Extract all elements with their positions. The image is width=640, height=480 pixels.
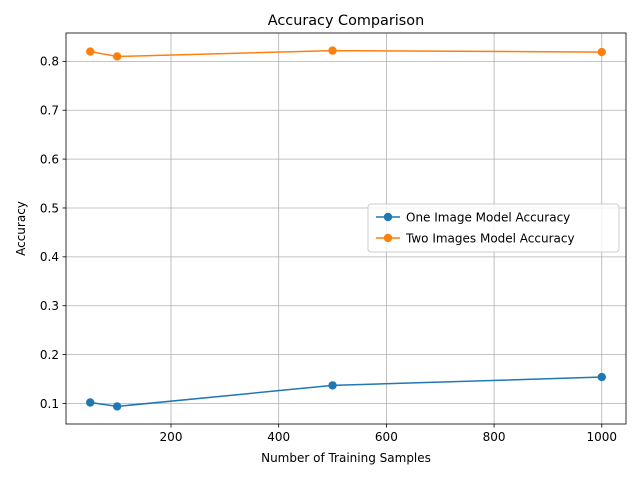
x-tick-label: 200 — [160, 430, 183, 444]
x-axis-label: Number of Training Samples — [261, 451, 431, 465]
ticks: 200 400 600 800 1000 0.1 0.2 0.3 0.4 0.5 0.6 0.7 0.8 — [40, 55, 617, 444]
plot-frame — [65, 32, 627, 425]
legend-swatch-marker — [383, 212, 393, 222]
series-line-1 — [89, 376, 603, 408]
y-tick-label: 0.2 — [40, 348, 59, 362]
y-axis-label: Accuracy — [14, 201, 28, 256]
y-tick-label: 0.8 — [40, 55, 59, 69]
legend-entry-label: Two Images Model Accuracy — [405, 231, 575, 245]
legend-box — [367, 203, 620, 253]
x-tick-label: 800 — [483, 430, 506, 444]
legend: One Image Model Accuracy Two Images Model… — [367, 203, 620, 253]
data-point — [112, 52, 122, 61]
x-tick-label: 600 — [375, 430, 398, 444]
data-point — [86, 398, 95, 407]
y-tick-label: 0.3 — [40, 299, 59, 313]
chart-title: Accuracy Comparison — [268, 13, 424, 29]
data-point — [597, 47, 606, 57]
y-tick-label: 0.6 — [40, 152, 59, 166]
legend-entry-label: One Image Model Accuracy — [406, 210, 570, 224]
data-point — [597, 372, 606, 382]
y-tick-label: 0.1 — [40, 397, 59, 411]
legend-swatch-marker — [383, 233, 393, 243]
data-point — [86, 47, 95, 56]
y-tick-label: 0.4 — [40, 250, 59, 264]
y-tick-label: 0.7 — [40, 104, 59, 118]
series-line-2 — [89, 49, 603, 58]
series-group — [86, 46, 606, 411]
x-tick-label: 400 — [267, 430, 290, 444]
y-tick-label: 0.5 — [40, 201, 59, 215]
data-point — [328, 46, 337, 55]
x-tick-label: 1000 — [586, 430, 617, 444]
data-point — [328, 381, 337, 390]
data-point — [112, 402, 122, 411]
